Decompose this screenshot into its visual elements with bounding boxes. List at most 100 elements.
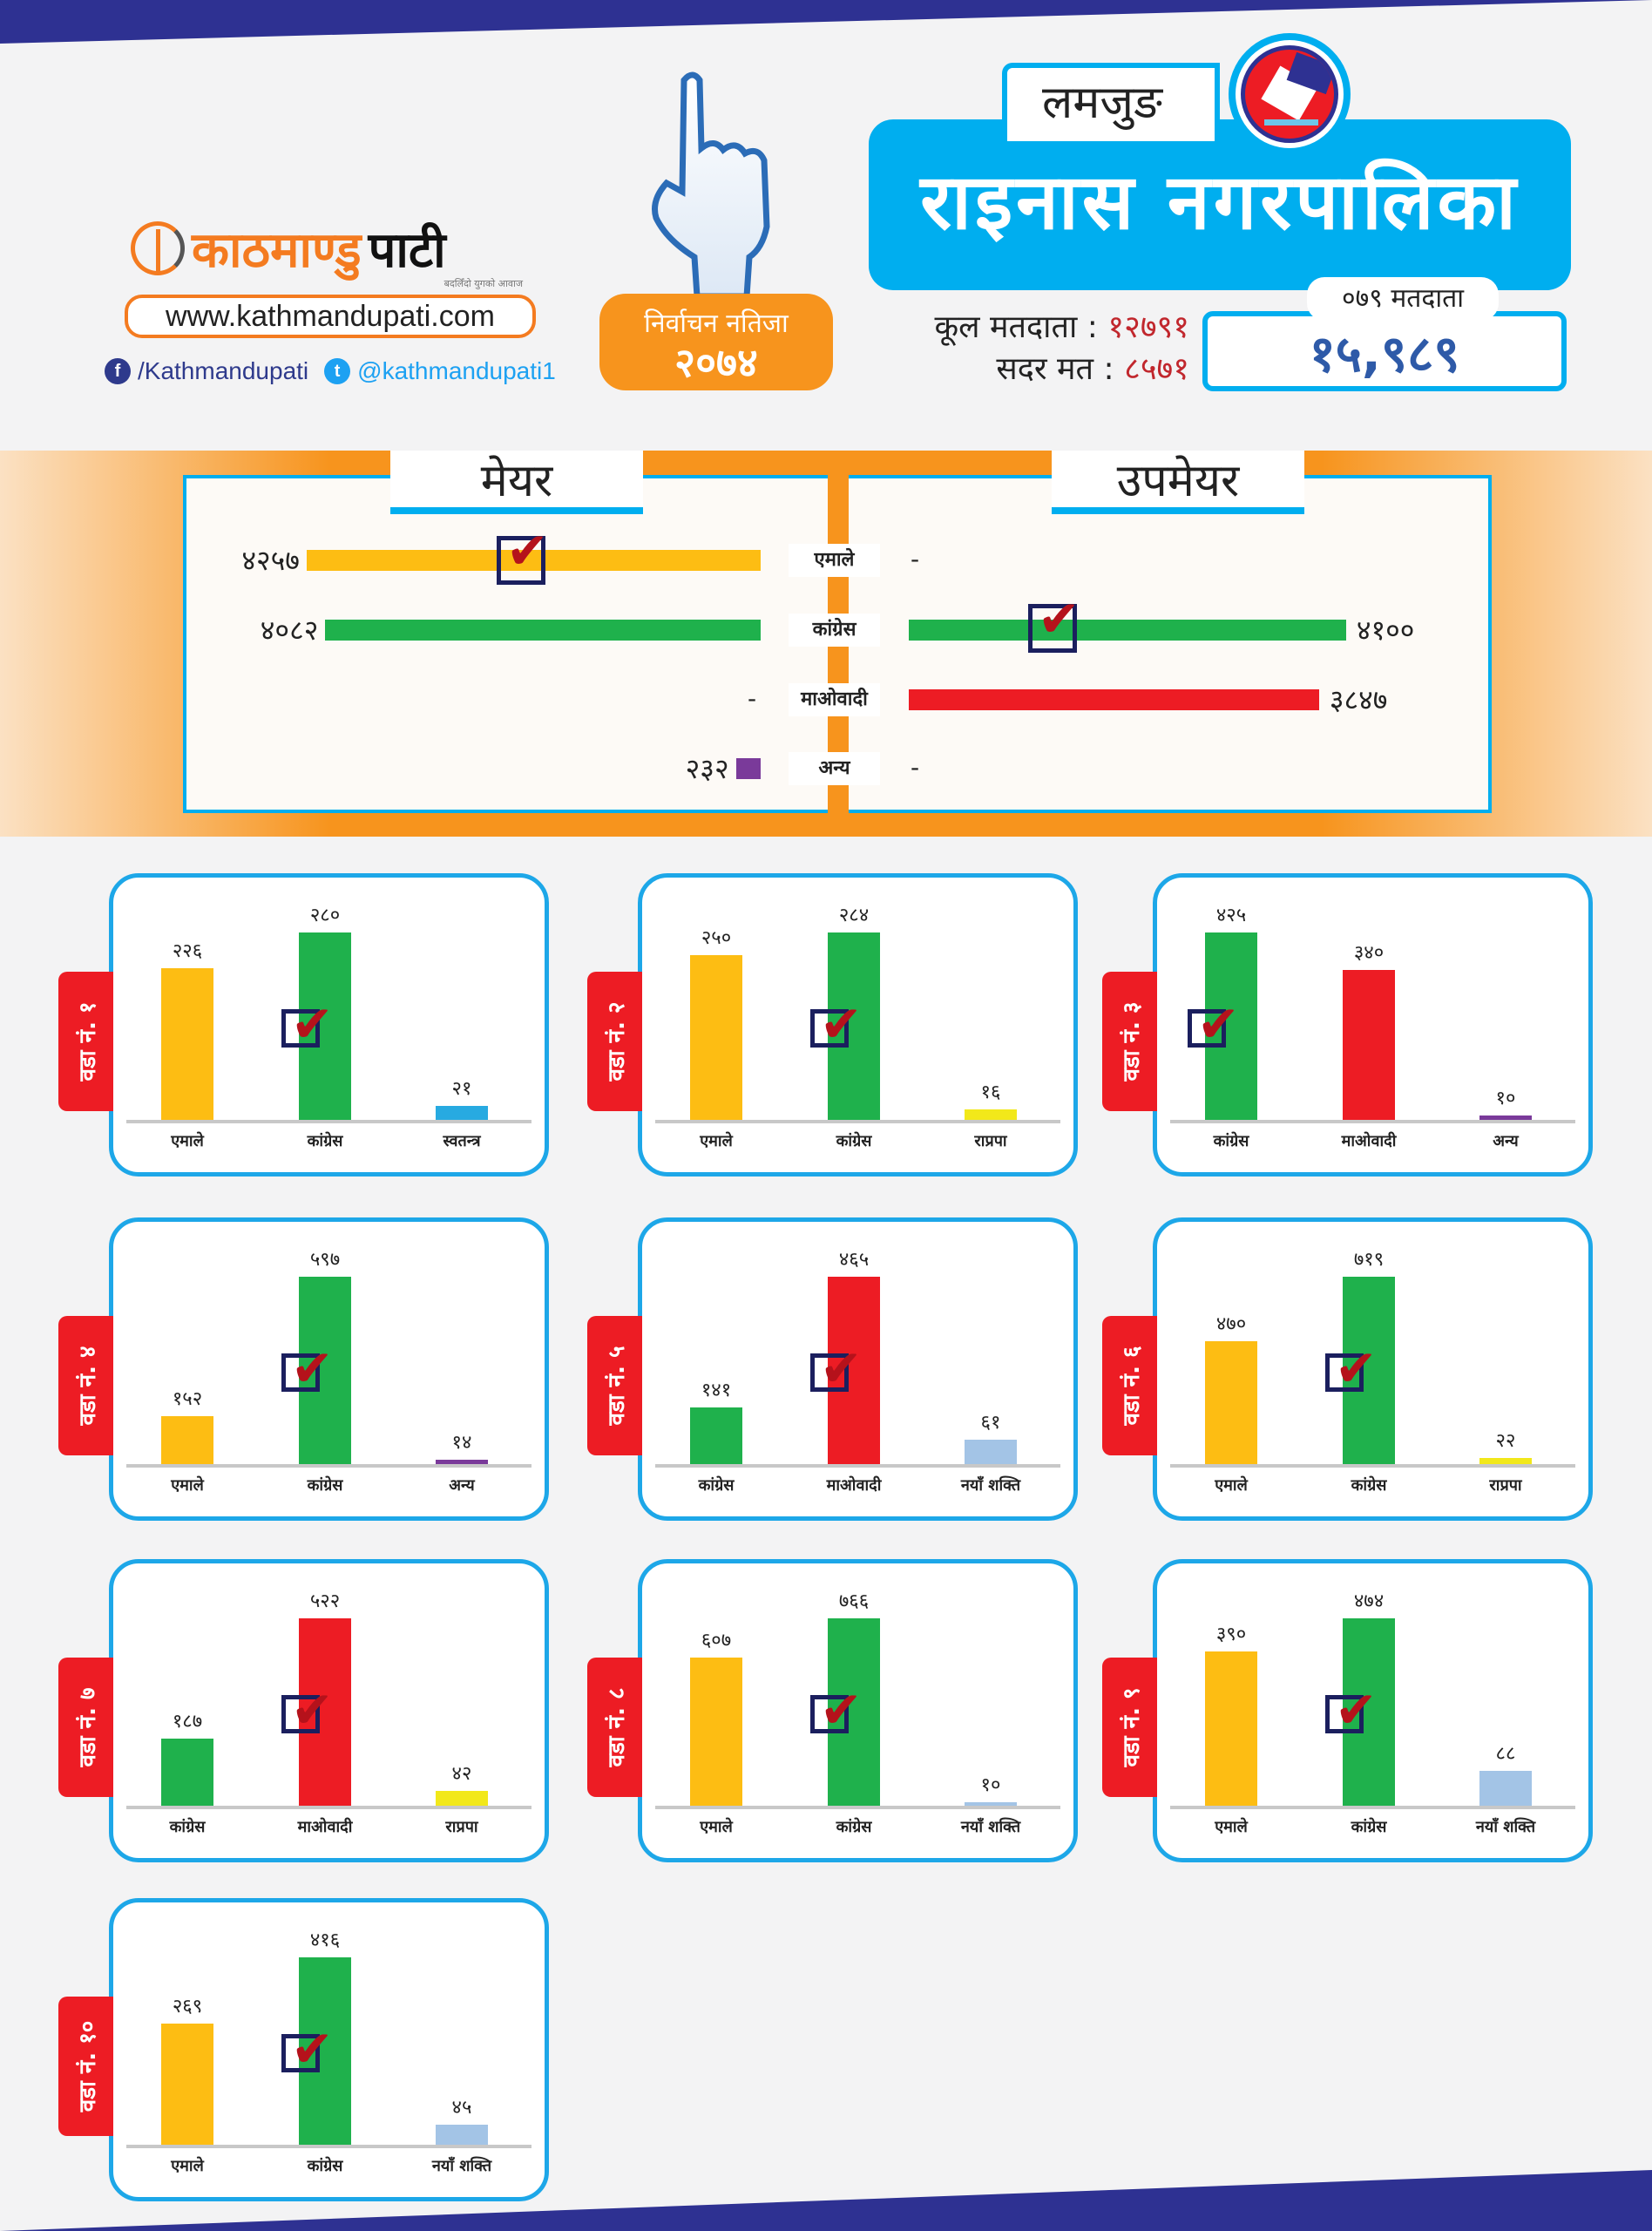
separator: : [1103,351,1114,387]
voters-079-label: ०७९ मतदाता [1307,277,1499,321]
twitter-link[interactable]: @kathmandupati1 [357,357,556,384]
winner-check-icon [281,994,334,1054]
bar-value-label: १४ [451,1431,472,1454]
top-decor-band [0,0,1652,44]
bar-category-label: नयाँ शक्ति [431,2157,492,2175]
chart-baseline [655,1120,1060,1123]
ward-tab: वडा नं. १ [58,972,113,1111]
ward-tab: वडा नं. ८ [587,1658,642,1797]
winner-check-icon [281,1680,334,1739]
ward-bar [436,1790,488,1806]
bar-value-label: ७६६ [838,1590,870,1612]
chart-baseline [1170,1464,1575,1468]
ward-card: वडा नं. ९ ३९० एमाले ४७४ कांग्रेस ८८ नयाँ शक्ति [1102,1559,1593,1862]
ward-bar [1479,1771,1532,1806]
deputy-mayor-heading: उपमेयर [1052,451,1304,514]
bar-category-label: एमाले [700,1132,733,1150]
chart-baseline [1170,1806,1575,1809]
ward-card: वडा नं. ७ १८७ कांग्रेस ५२२ माओवादी ४२ राप्रपा [58,1559,549,1862]
bar-value-label: २८४ [838,905,870,926]
chart-baseline [1170,1120,1575,1123]
ward-tab: वडा नं. ९ [1102,1658,1157,1797]
bar-value-label: ५९७ [309,1249,341,1271]
ward-bar [965,1109,1017,1120]
bar-category-label: माओवादी [826,1476,882,1495]
bar-value-label: ४७० [1215,1313,1247,1336]
ward-bar [161,968,213,1120]
deputy-value-label: ४१०० [1356,614,1415,647]
winner-check-icon [1188,994,1240,1054]
deputy-value-label: - [911,545,920,573]
separator: : [1087,309,1098,345]
bar-category-label: राप्रपा [445,1818,478,1836]
mayor-bar-3 [735,758,761,779]
ward-card: वडा नं. ३ ४२५ कांग्रेस ३४० माओवादी १० अन्य [1102,873,1593,1177]
bar-category-label: राप्रपा [974,1132,1007,1150]
ward-bar [161,1416,213,1464]
ward-bar [436,1105,488,1120]
bar-category-label: नयाँ शक्ति [1475,1818,1536,1836]
ward-title: वडा नं. ३ [1118,1001,1145,1082]
ward-card: वडा नं. ८ ६०७ एमाले ७६६ कांग्रेस १० नयाँ शक्ति [587,1559,1078,1862]
bar-value-label: १६ [980,1081,1001,1103]
bar-value-label: १५२ [172,1388,203,1411]
chart-baseline [126,1464,531,1468]
bar-value-label: २८० [309,905,341,926]
ward-bar [690,954,742,1120]
bar-value-label: ६१ [980,1411,1001,1434]
logo-text-2: पाटी [368,222,446,279]
winner-check-icon [1325,1680,1378,1739]
party-label: कांग्रेस [789,614,880,647]
mayor-value-label: २३२ [685,752,729,785]
deputy-value-label: ३८४७ [1329,683,1388,716]
voting-finger-icon [652,71,770,296]
bar-value-label: ४५ [451,2096,472,2119]
logo-tagline: बदलिँदो युगको आवाज [443,278,523,289]
bar-value-label: ४१६ [309,1929,341,1951]
website-url[interactable]: www.kathmandupati.com [125,295,536,338]
facebook-icon: f [105,358,131,384]
party-label: अन्य [789,752,880,785]
social-links: f /Kathmandupati t @kathmandupati1 [105,357,556,385]
twitter-icon: t [324,358,351,384]
ward-tab: वडा नं. १० [58,1997,113,2136]
ward-tab: वडा नं. ५ [587,1316,642,1455]
winner-check-icon [810,994,863,1054]
bar-category-label: माओवादी [297,1818,353,1836]
total-voters-value: १२७९१ [1107,309,1189,345]
ward-title: वडा नं. ५ [603,1346,630,1426]
bar-category-label: कांग्रेस [307,2157,343,2175]
ward-title: वडा नं. ७ [74,1687,101,1767]
ward-title: वडा नं. ८ [603,1687,630,1767]
bar-value-label: ४६५ [838,1249,870,1271]
facebook-link[interactable]: /Kathmandupati [138,357,309,384]
ward-title: वडा नं. १० [74,2020,101,2112]
chart-baseline [126,2145,531,2148]
badge-year: २०७४ [674,339,758,386]
voter-stats: कूल मतदाता : १२७९१ सदर मत : ८५७१ [867,307,1190,390]
winner-check-icon [810,1680,863,1739]
ward-bar [1343,970,1395,1120]
ward-bar [161,1738,213,1806]
ward-title: वडा नं. ९ [1118,1687,1145,1767]
bar-value-label: ५२२ [309,1590,341,1612]
party-label: माओवादी [789,683,880,716]
bar-value-label: २१ [451,1077,472,1100]
bar-value-label: २२ [1495,1430,1516,1453]
deputy-bar-2 [909,689,1319,710]
badge-title: निर्वाचन नतिजा [644,309,789,339]
ward-bar [1479,1115,1532,1120]
bar-category-label: एमाले [171,1476,204,1495]
kathmandupati-logo: काठमाण्डु पाटी बदलिँदो युगको आवाज [131,214,531,289]
ward-title: वडा नं. ६ [1118,1346,1145,1426]
bar-value-label: १४१ [701,1379,732,1401]
bar-value-label: २६९ [172,1995,203,2017]
bar-category-label: कांग्रेस [1351,1818,1387,1836]
party-label: एमाले [789,544,880,577]
bar-value-label: ६०७ [701,1629,732,1651]
ward-bar [436,2124,488,2145]
bar-category-label: कांग्रेस [1213,1132,1249,1150]
bar-value-label: ४७४ [1353,1590,1385,1612]
ward-title: वडा नं. ४ [74,1346,101,1426]
chart-baseline [126,1806,531,1809]
